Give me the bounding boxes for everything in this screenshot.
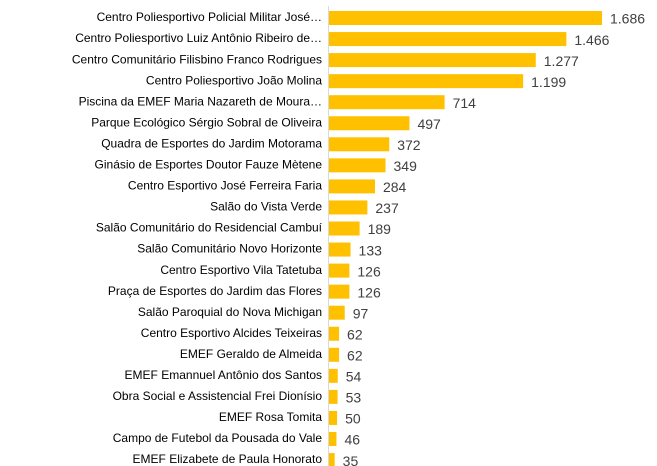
value-label: 35 bbox=[343, 453, 359, 466]
value-label: 97 bbox=[353, 305, 369, 321]
bar bbox=[329, 453, 335, 466]
value-label: 126 bbox=[357, 284, 381, 300]
bar bbox=[329, 74, 524, 89]
category-label: Salão do Vista Verde bbox=[210, 200, 322, 214]
value-label: 349 bbox=[394, 158, 418, 174]
value-label: 133 bbox=[359, 242, 383, 258]
bar bbox=[329, 116, 410, 131]
bar bbox=[329, 137, 390, 152]
bar bbox=[329, 221, 360, 236]
bar bbox=[329, 432, 337, 446]
value-label: 1.277 bbox=[544, 53, 579, 69]
value-label: 497 bbox=[417, 116, 441, 132]
value-label: 46 bbox=[344, 432, 360, 448]
category-label: Quadra de Esportes do Jardim Motorama bbox=[101, 136, 322, 150]
category-label: Salão Paroquial do Nova Michigan bbox=[138, 305, 322, 319]
category-label: Centro Poliesportivo Policial Militar Jo… bbox=[97, 10, 322, 24]
category-label: Centro Comunitário Filisbino Franco Rodr… bbox=[72, 52, 322, 66]
bar bbox=[329, 305, 345, 320]
value-label: 62 bbox=[347, 348, 363, 364]
value-label: 237 bbox=[375, 200, 399, 216]
bar bbox=[329, 410, 338, 425]
category-label: Parque Ecológico Sérgio Sobral de Olivei… bbox=[91, 115, 322, 129]
value-label: 1.466 bbox=[574, 32, 609, 48]
category-label: EMEF Geraldo de Almeida bbox=[180, 347, 322, 361]
category-label: Centro Poliesportivo João Molina bbox=[146, 73, 322, 87]
value-label: 54 bbox=[346, 369, 362, 385]
category-label: Ginásio de Esportes Doutor Fauze Mètene bbox=[95, 158, 323, 172]
value-label: 126 bbox=[357, 263, 381, 279]
bar bbox=[329, 347, 340, 362]
category-label: EMEF Rosa Tomita bbox=[219, 410, 322, 424]
bar bbox=[329, 53, 536, 68]
bar bbox=[329, 263, 350, 278]
value-label: 284 bbox=[383, 179, 407, 195]
value-label: 50 bbox=[345, 411, 361, 427]
bar bbox=[329, 95, 445, 110]
bar bbox=[329, 200, 368, 215]
bar bbox=[329, 242, 351, 257]
category-label: Salão Comunitário do Residencial Cambuí bbox=[96, 221, 323, 235]
category-label: Praça de Esportes do Jardim das Flores bbox=[108, 284, 322, 298]
bar bbox=[329, 389, 338, 404]
category-label: Centro Poliesportivo Luiz Antônio Ribeir… bbox=[75, 31, 322, 45]
value-label: 1.199 bbox=[531, 74, 566, 90]
category-label: EMEF Elizabete de Paula Honorato bbox=[133, 452, 323, 466]
value-label: 53 bbox=[346, 390, 362, 406]
value-label: 372 bbox=[397, 137, 421, 153]
category-label: Centro Esportivo Vila Tatetuba bbox=[160, 263, 322, 277]
value-label: 189 bbox=[368, 221, 392, 237]
bar bbox=[329, 179, 375, 194]
bar bbox=[329, 158, 386, 173]
category-label: Obra Social e Assistencial Frei Dionísio bbox=[113, 389, 323, 403]
value-label: 1.686 bbox=[610, 11, 645, 27]
category-label: Salão Comunitário Novo Horizonte bbox=[137, 242, 322, 256]
bar bbox=[329, 284, 350, 299]
category-label: Campo de Futebol da Pousada do Vale bbox=[113, 431, 323, 445]
category-label: EMEF Emannuel Antônio dos Santos bbox=[125, 368, 322, 382]
bar bbox=[329, 368, 338, 383]
category-label: Piscina da EMEF Maria Nazareth de Moura… bbox=[79, 94, 322, 108]
value-label: 714 bbox=[453, 95, 477, 111]
value-label: 62 bbox=[347, 326, 363, 342]
bar bbox=[329, 326, 340, 341]
bar bbox=[329, 32, 567, 47]
category-label: Centro Esportivo Alcides Teixeiras bbox=[141, 326, 322, 340]
bar bbox=[329, 11, 602, 25]
category-label: Centro Esportivo José Ferreira Faria bbox=[128, 179, 322, 193]
